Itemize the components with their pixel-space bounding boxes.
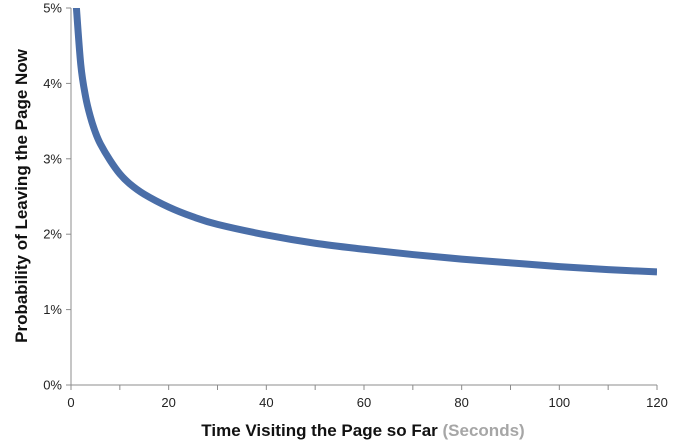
x-tick-label: 20 <box>161 395 175 410</box>
x-tick-labels: 0 20 40 60 80 100 120 <box>67 395 667 410</box>
x-tick-label: 100 <box>548 395 570 410</box>
y-tick-label: 1% <box>43 302 62 317</box>
x-axis-title-main: Time Visiting the Page so Far <box>201 421 438 440</box>
y-tick-label: 3% <box>43 151 62 166</box>
x-tick-marks <box>70 385 658 390</box>
y-tick-label: 0% <box>43 378 62 393</box>
x-tick-label: 0 <box>67 395 74 410</box>
y-axis-title: Probability of Leaving the Page Now <box>12 48 31 343</box>
x-axis-title: Time Visiting the Page so Far (Seconds) <box>201 421 524 440</box>
y-tick-label: 5% <box>43 1 62 16</box>
x-tick-label: 40 <box>259 395 273 410</box>
series-line <box>72 8 657 276</box>
x-tick-label: 60 <box>357 395 371 410</box>
y-tick-label: 2% <box>43 227 62 242</box>
y-tick-label: 4% <box>43 76 62 91</box>
x-axis-title-unit: (Seconds) <box>443 421 525 440</box>
y-tick-marks <box>66 7 71 386</box>
x-tick-label: 120 <box>646 395 668 410</box>
x-tick-label: 80 <box>454 395 468 410</box>
y-tick-labels: 0% 1% 2% 3% 4% 5% <box>43 1 62 393</box>
